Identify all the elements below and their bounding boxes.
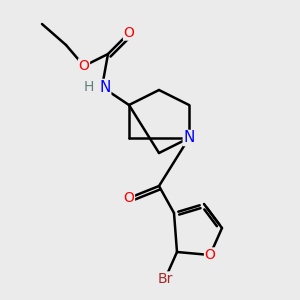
Text: Br: Br [157,272,173,286]
Text: N: N [183,130,195,146]
Text: O: O [124,191,134,205]
Text: H: H [83,80,94,94]
Text: O: O [124,26,134,40]
Text: O: O [79,59,89,73]
Text: N: N [99,80,111,94]
Text: O: O [205,248,215,262]
